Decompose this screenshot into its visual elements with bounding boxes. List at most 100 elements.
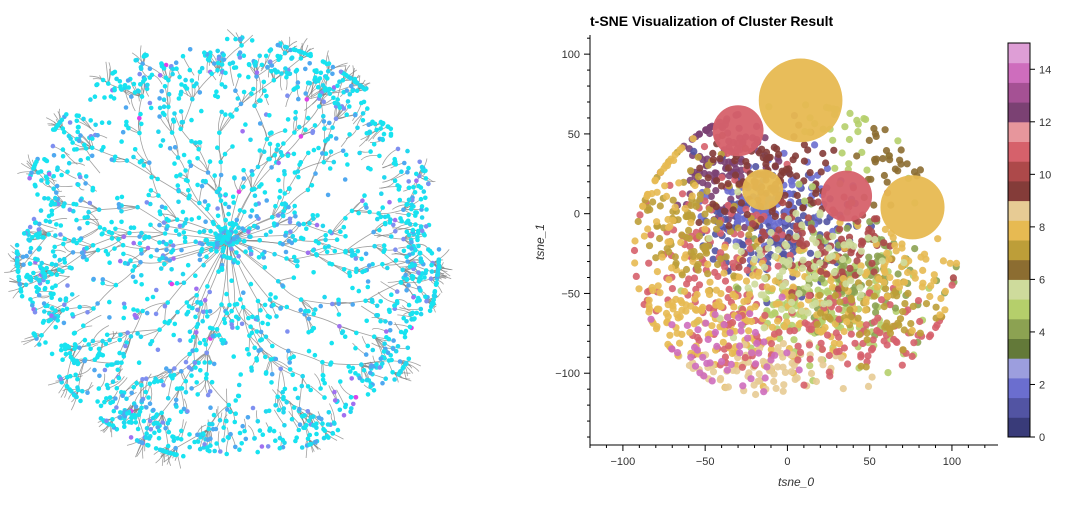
scatter-point [670, 197, 677, 204]
scatter-point [841, 328, 848, 335]
network-node [193, 239, 198, 244]
network-node [170, 282, 175, 287]
scatter-point [758, 146, 765, 153]
scatter-point [773, 235, 780, 242]
scatter-point [701, 226, 708, 233]
network-node [241, 185, 246, 190]
network-node [181, 272, 186, 277]
network-node [146, 193, 151, 198]
network-node [219, 302, 224, 307]
network-node [121, 130, 126, 135]
network-node [263, 265, 268, 270]
network-node [326, 244, 331, 249]
network-node [128, 258, 133, 263]
network-node [170, 130, 175, 135]
network-node [219, 173, 224, 178]
network-node [78, 133, 83, 138]
network-node [95, 399, 100, 404]
network-node [262, 80, 267, 85]
network-node [332, 390, 337, 395]
network-node [194, 330, 199, 335]
network-node [118, 333, 123, 338]
network-node [151, 408, 156, 413]
network-node [34, 220, 39, 225]
scatter-point [790, 336, 797, 343]
network-node [128, 420, 133, 425]
network-node [342, 106, 347, 111]
network-node [234, 250, 239, 255]
scatter-point [771, 144, 778, 151]
network-edge [57, 186, 72, 187]
network-node [117, 338, 122, 343]
network-node [183, 78, 188, 83]
network-node [430, 269, 435, 274]
network-node [76, 183, 81, 188]
network-node [197, 201, 202, 206]
network-node [232, 176, 237, 181]
network-node [380, 381, 385, 386]
scatter-point [749, 220, 756, 227]
network-node [163, 320, 168, 325]
network-node [318, 386, 323, 391]
network-node [337, 312, 342, 317]
network-node [343, 249, 348, 254]
network-edge [379, 210, 404, 214]
network-node [336, 298, 341, 303]
network-node [44, 266, 49, 271]
network-node [183, 168, 188, 173]
scatter-point [720, 270, 727, 277]
network-node [144, 405, 149, 410]
scatter-point [874, 315, 881, 322]
network-node [404, 220, 409, 225]
network-node [391, 338, 396, 343]
scatter-point [770, 378, 777, 385]
scatter-point [791, 327, 798, 334]
network-node [259, 330, 264, 335]
network-node [73, 342, 78, 347]
network-node [63, 260, 68, 265]
network-node [92, 368, 97, 373]
network-node [260, 444, 265, 449]
network-node [250, 208, 255, 213]
network-node [288, 220, 293, 225]
network-node [65, 385, 70, 390]
scatter-point [950, 274, 957, 281]
network-node [135, 58, 140, 63]
network-node [367, 130, 372, 135]
network-node [219, 198, 224, 203]
network-node [110, 417, 115, 422]
network-node [131, 155, 136, 160]
network-node [407, 186, 412, 191]
network-node [320, 421, 325, 426]
network-node [321, 114, 326, 119]
network-node [272, 221, 277, 226]
network-node [230, 221, 235, 226]
network-node [283, 45, 288, 50]
scatter-point [819, 346, 826, 353]
network-edge [76, 368, 91, 375]
network-edge [93, 79, 108, 84]
network-node [254, 214, 259, 219]
network-node [208, 405, 213, 410]
network-node [198, 341, 203, 346]
network-node [39, 169, 44, 174]
network-node [60, 118, 65, 123]
network-node [254, 358, 259, 363]
network-node [178, 338, 183, 343]
network-node [407, 198, 412, 203]
network-node [40, 261, 45, 266]
scatter-point [771, 331, 778, 338]
network-node [172, 161, 177, 166]
network-node [177, 232, 182, 237]
network-node [276, 213, 281, 218]
network-node [167, 418, 172, 423]
scatter-point [635, 218, 642, 225]
scatter-point [790, 156, 797, 163]
network-node [204, 238, 209, 243]
network-node [433, 294, 438, 299]
network-node [225, 407, 230, 412]
scatter-point [735, 264, 742, 271]
network-edge [314, 374, 320, 389]
network-node [172, 119, 177, 124]
network-node [316, 85, 321, 90]
